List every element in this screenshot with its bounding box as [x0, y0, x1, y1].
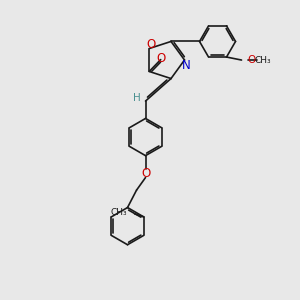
Text: O: O — [141, 167, 150, 180]
Text: CH₃: CH₃ — [254, 56, 271, 64]
Text: O: O — [247, 55, 255, 65]
Text: H: H — [133, 93, 141, 103]
Text: N: N — [182, 59, 190, 72]
Text: O: O — [146, 38, 155, 50]
Text: CH₃: CH₃ — [110, 208, 127, 217]
Text: O: O — [156, 52, 165, 64]
